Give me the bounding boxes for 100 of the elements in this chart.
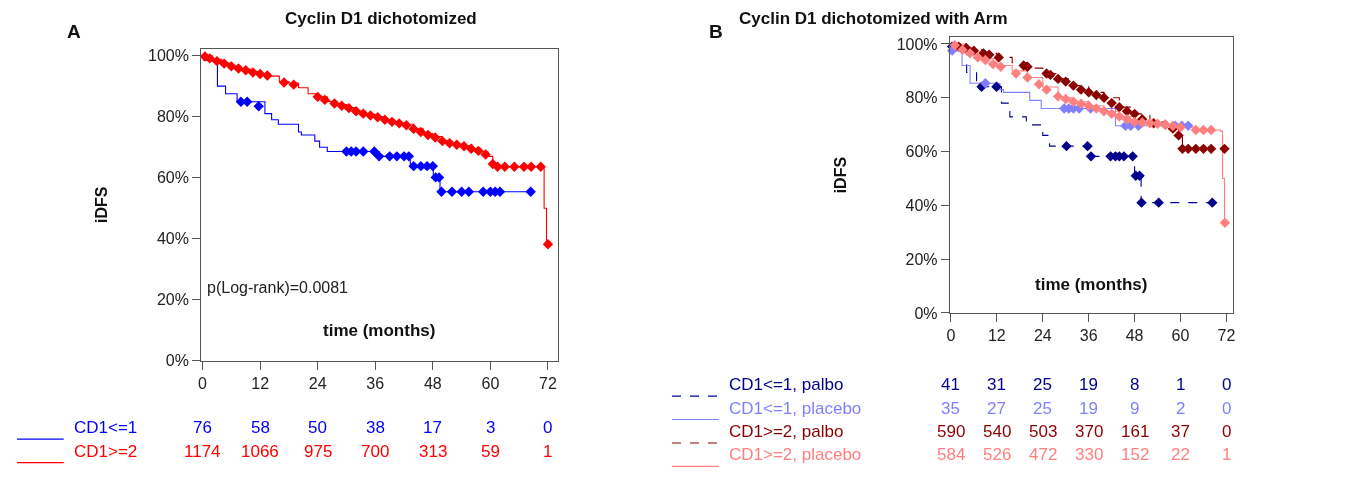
point	[1022, 72, 1033, 83]
point	[465, 143, 477, 154]
point	[1114, 101, 1125, 113]
point	[373, 151, 385, 162]
point	[365, 110, 376, 121]
text: 38	[366, 418, 385, 437]
point	[233, 63, 244, 74]
point	[369, 146, 380, 157]
point	[1106, 108, 1117, 120]
y-axis-title: iDFS	[93, 186, 111, 223]
point	[288, 79, 299, 90]
text: 31	[987, 375, 1006, 394]
chart-title: Cyclin D1 dichotomized	[285, 9, 477, 28]
x-tick-label: 0	[198, 375, 208, 393]
text: 19	[1079, 399, 1098, 418]
text: 1	[543, 442, 553, 461]
y-tick-label: 100%	[896, 35, 938, 53]
point	[358, 108, 369, 119]
text: 503	[1029, 422, 1058, 441]
text: 9	[1130, 399, 1140, 418]
point	[336, 100, 347, 111]
point	[1060, 93, 1071, 105]
text: 1	[1222, 445, 1232, 464]
x-axis-title: time (months)	[1035, 275, 1148, 294]
text: 41	[941, 375, 960, 394]
point	[1153, 197, 1164, 208]
point	[1091, 89, 1102, 101]
text: 76	[193, 418, 212, 437]
legend-label: CD1>=2	[74, 442, 138, 461]
text: 0	[1222, 422, 1232, 441]
point	[254, 68, 266, 80]
point	[980, 54, 991, 66]
point	[1098, 105, 1110, 117]
x-tick-label: 0	[946, 327, 956, 345]
point	[430, 132, 441, 143]
annotation: p(Log-rank)=0.0081	[207, 279, 349, 296]
point	[1052, 91, 1064, 102]
text: CD1>=2, placebo	[729, 445, 862, 464]
point	[240, 65, 251, 76]
x-tick-label: 60	[481, 375, 500, 393]
point	[1173, 130, 1184, 141]
point	[1060, 76, 1071, 87]
point	[1041, 84, 1052, 95]
text: 58	[251, 418, 270, 437]
y-tick-label: 20%	[905, 250, 938, 268]
point	[319, 94, 331, 106]
x-tick-label: 72	[539, 375, 557, 393]
point	[1075, 98, 1087, 109]
text: 330	[1075, 445, 1104, 464]
text: 152	[1121, 445, 1150, 464]
point	[525, 186, 536, 197]
chart-title: Cyclin D1 dichotomized with Arm	[739, 9, 1008, 28]
x-tick-label: 36	[1079, 327, 1098, 345]
text: 1174	[184, 442, 221, 461]
text: 59	[481, 442, 500, 461]
text: 1066	[241, 442, 279, 461]
x-tick-label: 24	[1033, 327, 1052, 345]
text: 22	[1171, 445, 1190, 464]
point	[226, 61, 237, 72]
point	[1207, 197, 1218, 208]
point	[1114, 111, 1125, 122]
point	[386, 116, 398, 128]
text: 584	[937, 445, 966, 464]
point	[1033, 79, 1045, 90]
point	[1082, 140, 1093, 152]
point	[444, 138, 455, 149]
legend-label: CD1>=2, palbo	[729, 422, 844, 441]
point	[957, 44, 968, 56]
text: 8	[1130, 375, 1140, 394]
point	[993, 52, 1004, 63]
point	[372, 112, 383, 123]
point	[535, 161, 546, 172]
point	[480, 149, 491, 160]
point	[1091, 103, 1102, 114]
text: 0	[543, 418, 553, 437]
x-tick-label: 24	[308, 375, 327, 393]
point	[262, 70, 273, 81]
x-tick-label: 48	[1125, 327, 1144, 345]
point	[1121, 114, 1133, 125]
point	[394, 118, 405, 129]
text: 370	[1075, 422, 1104, 441]
point	[964, 48, 976, 59]
point	[350, 105, 362, 117]
text: 472	[1029, 445, 1058, 464]
point	[1127, 151, 1138, 162]
y-axis-title: iDFS	[832, 156, 850, 194]
x-tick-label: 12	[987, 327, 1006, 345]
text: 25	[1033, 399, 1052, 418]
point	[509, 161, 520, 172]
point	[1098, 92, 1110, 103]
point	[1085, 151, 1097, 162]
point	[492, 161, 503, 172]
point	[987, 58, 999, 70]
y-tick-label: 40%	[156, 230, 189, 248]
text: 313	[419, 442, 448, 461]
x-axis-title: time (months)	[323, 321, 436, 340]
y-tick-label: 80%	[156, 108, 189, 126]
x-tick-label: 12	[251, 375, 270, 393]
x-tick-label: 48	[423, 375, 442, 393]
text: 975	[304, 442, 333, 461]
